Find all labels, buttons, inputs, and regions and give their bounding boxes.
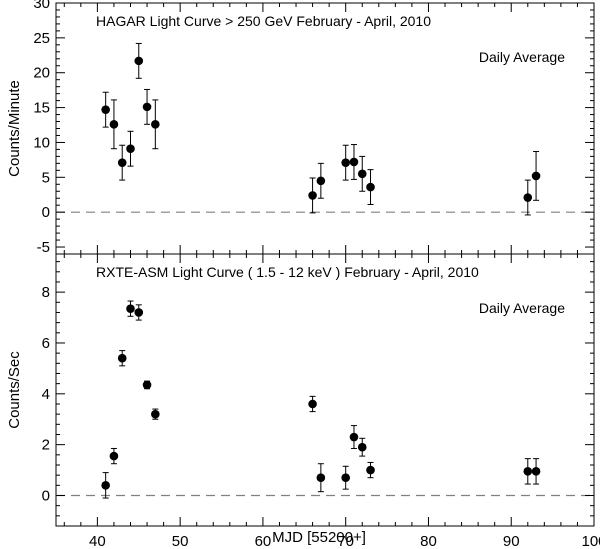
x-axis-label: MJD [55200+] [272,529,366,546]
rxte-data-point [126,304,135,313]
hagar-y-tick-label: 25 [33,30,50,47]
hagar-data-point [117,158,127,167]
hagar-y-axis-label: Counts/Minute [6,80,23,177]
hagar-y-tick-label: -5 [37,239,50,256]
x-tick-label: 100 [581,533,600,549]
rxte-data-point [101,481,110,490]
hagar-data-point [126,144,135,154]
x-tick-label: 60 [255,533,272,549]
hagar-data-point [109,120,119,129]
x-tick-label: 80 [420,533,437,549]
hagar-data-point [349,157,359,167]
rxte-data-point [523,467,533,476]
hagar-y-tick-label: 0 [42,204,50,221]
rxte-frame [55,253,595,527]
rxte-data-point [117,353,127,363]
rxte-data-point [151,409,160,419]
rxte-panel: 0 2 4 6 8 Counts/Sec RXTE-ASM Light Curve ( 1.… [6,253,600,549]
hagar-y-tick-label: 5 [42,169,50,186]
hagar-note: Daily Average [479,49,565,65]
hagar-data-point [134,56,144,66]
rxte-data-point [109,451,119,461]
hagar-y-tick-label: 15 [33,100,50,117]
x-tick-label: 70 [337,533,354,549]
rxte-data-point [142,380,152,390]
rxte-y-tick-label: 4 [42,386,50,403]
rxte-y-tick-label: 0 [42,487,50,504]
rxte-y-tick-label: 8 [42,284,50,301]
rxte-y-tick-label: 6 [42,335,50,352]
x-tick-label: 50 [172,533,189,549]
hagar-y-tick-label: 30 [33,0,50,12]
hagar-data-point [151,120,160,129]
hagar-data-point [101,105,110,114]
x-tick-label: 40 [89,533,106,549]
hagar-data-point [316,176,326,186]
hagar-data-point [142,102,152,112]
rxte-data-point [531,467,541,476]
rxte-note: Daily Average [479,300,565,316]
rxte-data-point [357,442,367,452]
hagar-y-tick-label: 20 [33,65,50,82]
rxte-data-point [366,465,375,475]
rxte-data-point [341,473,350,483]
hagar-y-tick-label: 10 [33,134,50,151]
rxte-data-point [316,473,326,483]
rxte-data-point [134,308,144,317]
hagar-panel: -5 0 5 10 15 20 25 30 Counts/Minute HAGAR Light C… [6,0,595,256]
rxte-y-axis-label: Counts/Sec [6,351,23,429]
hagar-title: HAGAR Light Curve > 250 GeV February - A… [96,13,431,29]
hagar-data-point [357,169,367,179]
hagar-data-point [308,191,317,200]
rxte-data-point [308,399,317,409]
hagar-data-point [531,171,541,181]
x-tick-label: 90 [503,533,520,549]
hagar-data-point [523,193,533,202]
rxte-y-tick-label: 2 [42,437,50,454]
hagar-data-point [366,182,375,192]
rxte-data-point [349,432,359,442]
hagar-frame [55,2,595,255]
rxte-title: RXTE-ASM Light Curve ( 1.5 - 12 keV ) Fe… [96,264,479,280]
hagar-data-point [341,158,350,167]
